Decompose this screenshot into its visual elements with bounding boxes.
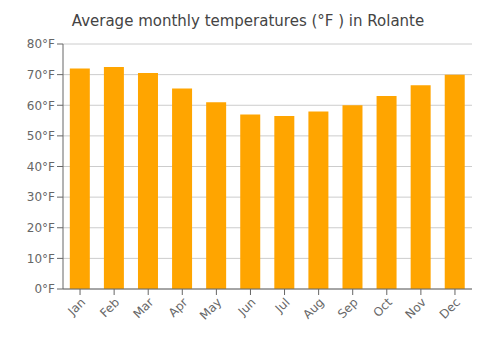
svg-text:Aug: Aug xyxy=(300,295,326,321)
svg-text:May: May xyxy=(197,295,224,322)
svg-text:70°F: 70°F xyxy=(27,68,55,82)
svg-text:10°F: 10°F xyxy=(27,252,55,266)
svg-text:Oct: Oct xyxy=(370,295,395,320)
svg-text:20°F: 20°F xyxy=(27,221,55,235)
svg-text:Mar: Mar xyxy=(130,295,156,321)
svg-text:40°F: 40°F xyxy=(27,160,55,174)
svg-text:Jan: Jan xyxy=(64,295,88,319)
svg-text:50°F: 50°F xyxy=(27,129,55,143)
svg-text:Nov: Nov xyxy=(403,295,429,321)
svg-text:Jun: Jun xyxy=(235,295,259,319)
html-text:Average monthly temperatures (: Average monthly temperatures (°F ) in Ro… xyxy=(71,12,425,30)
svg-text:Sep: Sep xyxy=(335,295,361,321)
svg-text:30°F: 30°F xyxy=(27,190,55,204)
svg-text:Feb: Feb xyxy=(97,295,122,320)
svg-text:Dec: Dec xyxy=(437,295,463,321)
svg-text:0°F: 0°F xyxy=(34,282,55,296)
svg-text:Apr: Apr xyxy=(166,295,191,320)
svg-text:80°F: 80°F xyxy=(27,37,55,51)
svg-text:Jul: Jul xyxy=(272,295,293,316)
svg-text:60°F: 60°F xyxy=(27,99,55,113)
